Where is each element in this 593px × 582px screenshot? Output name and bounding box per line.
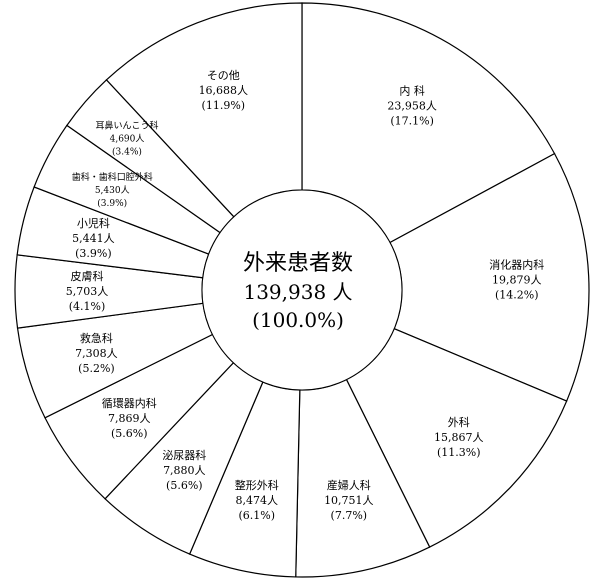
slice-value-7: 7,308人 xyxy=(75,347,118,360)
slice-value-11: 4,690人 xyxy=(110,134,145,145)
labels-group: 内 科 23,958人 (17.1%) 消化器内科 19,879人 (14.2%) 外科 15… xyxy=(66,69,544,522)
slice-label-12: その他 xyxy=(207,69,240,82)
slice-value-2: 15,867人 xyxy=(434,431,484,444)
slice-pct-4: (6.1%) xyxy=(238,509,275,522)
slice-pct-9: (3.9%) xyxy=(75,247,112,260)
slice-pct-1: (14.2%) xyxy=(495,289,539,302)
slices-group xyxy=(14,2,590,578)
slice-pct-6: (5.6%) xyxy=(111,427,148,440)
slice-label-4: 整形外科 xyxy=(235,478,279,492)
slice-value-8: 5,703人 xyxy=(66,285,109,298)
slice-value-1: 19,879人 xyxy=(492,274,542,287)
slice-pct-10: (3.9%) xyxy=(97,198,127,209)
center-percent: (100.0%) xyxy=(252,308,344,332)
slice-value-9: 5,441人 xyxy=(72,232,115,245)
slice-label-7: 救急科 xyxy=(80,331,113,345)
slice-pct-0: (17.1%) xyxy=(390,114,434,127)
slice-label-3: 産婦人科 xyxy=(327,478,371,492)
slice-pct-8: (4.1%) xyxy=(69,300,106,313)
slice-value-0: 23,958人 xyxy=(387,99,437,112)
slice-pct-12: (11.9%) xyxy=(202,99,246,112)
slice-label-11: 耳鼻いんこう科 xyxy=(95,120,158,132)
center-circle xyxy=(201,189,403,391)
slice-value-3: 10,751人 xyxy=(324,494,374,507)
slice-value-6: 7,869人 xyxy=(108,412,151,425)
center-title: 外来患者数 xyxy=(243,251,353,276)
slice-value-12: 16,688人 xyxy=(199,84,249,97)
slice-label-6: 循環器内科 xyxy=(102,396,157,410)
slice-value-5: 7,880人 xyxy=(163,464,206,477)
slice-value-4: 8,474人 xyxy=(235,494,278,507)
slice-label-8: 皮膚科 xyxy=(71,269,104,283)
slice-label-2: 外科 xyxy=(448,415,470,429)
slice-pct-5: (5.6%) xyxy=(166,479,203,492)
slice-label-0: 内 科 xyxy=(399,83,425,97)
slice-pct-11: (3.4%) xyxy=(112,147,142,158)
slice-label-9: 小児科 xyxy=(77,216,110,230)
slice-pct-7: (5.2%) xyxy=(78,362,115,375)
slice-label-10: 歯科・歯科口腔外科 xyxy=(72,171,153,183)
slice-pct-2: (11.3%) xyxy=(437,446,481,459)
slice-label-1: 消化器内科 xyxy=(489,258,544,272)
slice-label-5: 泌尿器科 xyxy=(162,448,206,462)
slice-value-10: 5,430人 xyxy=(95,185,130,196)
slice-pct-3: (7.7%) xyxy=(331,509,368,522)
center-total: 139,938 人 xyxy=(243,280,352,304)
